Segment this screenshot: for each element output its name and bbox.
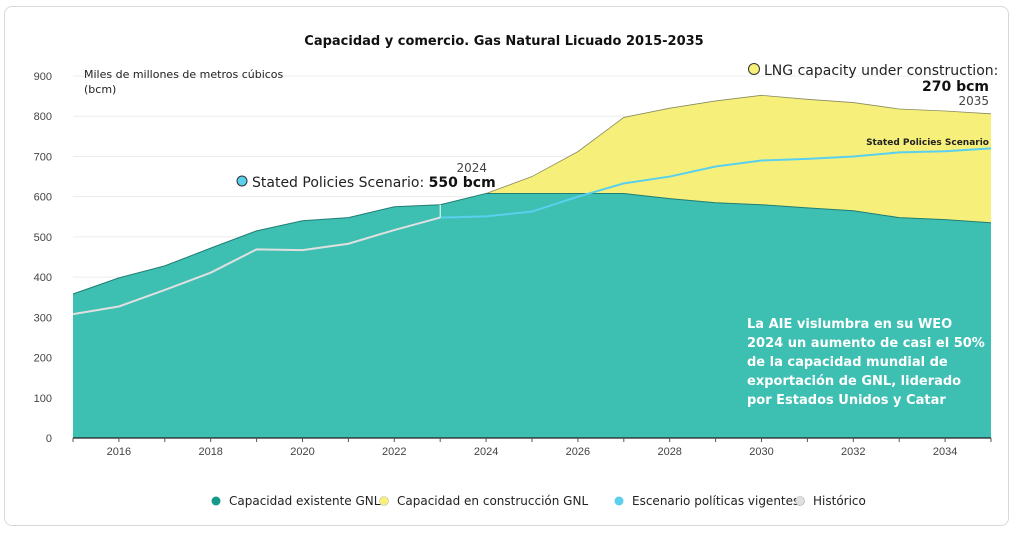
- y-tick-label-800: 800: [34, 111, 52, 123]
- legend-label-construction: Capacidad en construcción GNL: [397, 494, 588, 508]
- unit-label-line1: Miles de millones de metros cúbicos: [84, 68, 284, 81]
- y-tick-label-300: 300: [34, 312, 52, 324]
- stated-year-label: 2024: [456, 161, 487, 175]
- lng-capacity-label: LNG capacity under construction:: [764, 63, 998, 79]
- legend-item-existing[interactable]: Capacidad existente GNL: [211, 494, 381, 508]
- area-series: [72, 94, 992, 438]
- x-tick-label-2034: 2034: [933, 446, 957, 458]
- y-tick-label-900: 900: [34, 71, 52, 83]
- legend: Capacidad existente GNL Capacidad en con…: [211, 494, 866, 508]
- callout-line-5: por Estados Unidos y Catar: [747, 393, 946, 408]
- x-tick-label-2022: 2022: [382, 446, 406, 458]
- x-tick-label-2032: 2032: [841, 446, 865, 458]
- lng-year-label: 2035: [958, 94, 989, 108]
- legend-label-existing: Capacidad existente GNL: [229, 494, 381, 508]
- legend-swatch-scenario: [614, 496, 624, 506]
- existing-capacity-outline: [72, 192, 992, 295]
- y-tick-label-100: 100: [34, 393, 52, 405]
- existing-capacity-area: [73, 193, 991, 438]
- stated-policies-label: Stated Policies Scenario: 550 bcm: [252, 175, 496, 191]
- legend-item-scenario[interactable]: Escenario políticas vigentes: [614, 494, 800, 508]
- lng-capacity-value: 270 bcm: [922, 79, 989, 95]
- x-tick-label-2030: 2030: [749, 446, 773, 458]
- x-tick-label-2016: 2016: [107, 446, 131, 458]
- y-tick-label-700: 700: [34, 151, 52, 163]
- stated-marker-icon: [236, 175, 248, 187]
- legend-item-construction[interactable]: Capacidad en construcción GNL: [379, 494, 589, 508]
- x-tick-label-2024: 2024: [474, 446, 498, 458]
- legend-swatch-existing: [211, 496, 221, 506]
- stated-policies-value: 550 bcm: [429, 175, 496, 191]
- callout-line-3: de la capacidad mundial de: [747, 355, 948, 370]
- callout-line-2: 2024 un aumento de casi el 50%: [747, 336, 985, 351]
- construction-capacity-area: [486, 95, 991, 223]
- x-tick-label-2020: 2020: [290, 446, 314, 458]
- callout-line-4: exportación de GNL, liderado: [747, 374, 961, 389]
- legend-label-historic: Histórico: [813, 494, 866, 508]
- historic-line: [72, 216, 441, 316]
- construction-capacity-outline: [485, 94, 992, 194]
- x-tick-label-2026: 2026: [566, 446, 590, 458]
- legend-item-historic[interactable]: Histórico: [795, 494, 866, 508]
- callout-text: La AIE vislumbra en su WEO 2024 un aumen…: [747, 317, 985, 408]
- y-tick-label-400: 400: [34, 272, 52, 284]
- legend-label-scenario: Escenario políticas vigentes: [632, 494, 799, 508]
- x-tick-label-2018: 2018: [198, 446, 222, 458]
- legend-swatch-construction: [379, 496, 389, 506]
- y-tick-label-500: 500: [34, 232, 52, 244]
- line-series: [72, 147, 992, 316]
- y-tick-label-200: 200: [34, 353, 52, 365]
- y-tick-label-0: 0: [46, 433, 52, 445]
- y-tick-label-600: 600: [34, 192, 52, 204]
- scenario-line-tag: Stated Policies Scenario: [866, 138, 989, 148]
- lng-marker-icon: [748, 63, 760, 75]
- scenario-line: [440, 147, 992, 219]
- axes: 0 100 200 300 400 500 600 700 800 900 2016 2018 2020…: [34, 71, 992, 458]
- unit-label-line2: (bcm): [84, 83, 116, 96]
- callout-line-1: La AIE vislumbra en su WEO: [747, 317, 952, 332]
- legend-swatch-historic: [795, 496, 805, 506]
- x-tick-label-2028: 2028: [657, 446, 681, 458]
- chart-title: Capacidad y comercio. Gas Natural Licuad…: [304, 34, 703, 49]
